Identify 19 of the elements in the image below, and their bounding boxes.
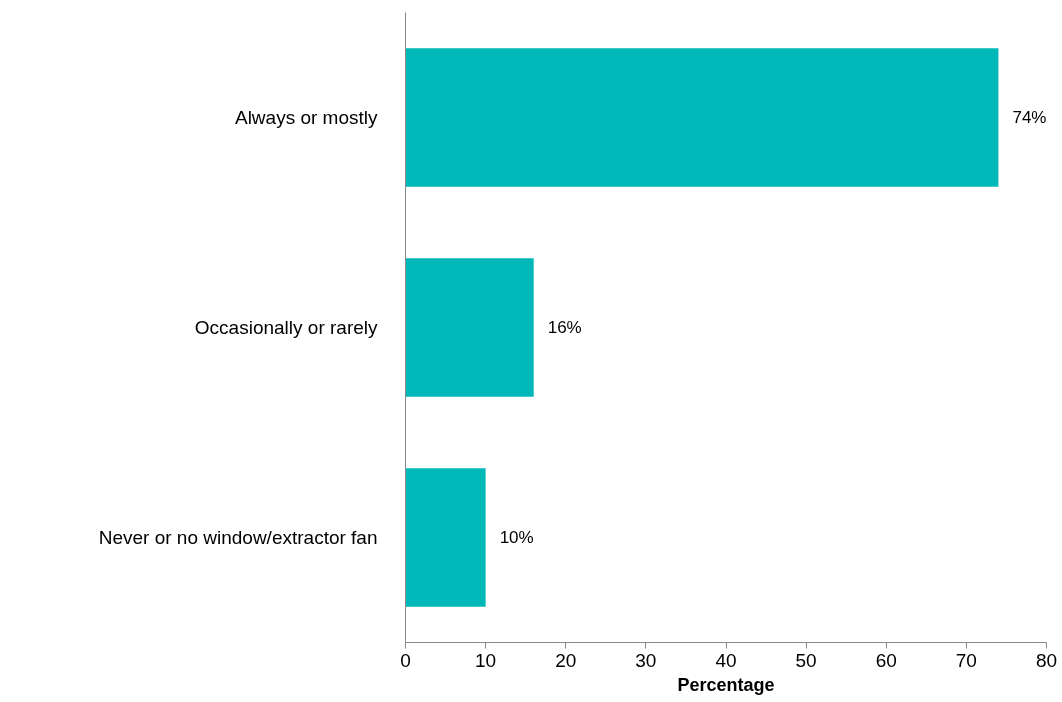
x-tick-label: 80 [1035, 649, 1058, 671]
x-tick-label: 60 [875, 649, 897, 671]
data-label: 10% [499, 528, 534, 547]
y-tick-label: Occasionally or rarely [194, 317, 378, 338]
bar [405, 48, 999, 187]
x-tick-label: 0 [400, 649, 411, 671]
x-tick-label: 30 [635, 649, 657, 671]
x-tick-label: 20 [555, 649, 577, 671]
y-tick-label: Always or mostly [234, 107, 378, 128]
data-label: 74% [1012, 108, 1047, 127]
y-tick-label: Never or no window/extractor fan [98, 527, 378, 548]
data-label: 16% [547, 318, 582, 337]
x-tick-label: 50 [795, 649, 817, 671]
bar [405, 258, 534, 397]
x-tick-label: 40 [715, 649, 737, 671]
bar [405, 468, 486, 607]
x-axis-title: Percentage [677, 674, 775, 695]
x-tick-label: 10 [475, 649, 497, 671]
x-tick-label: 70 [955, 649, 977, 671]
